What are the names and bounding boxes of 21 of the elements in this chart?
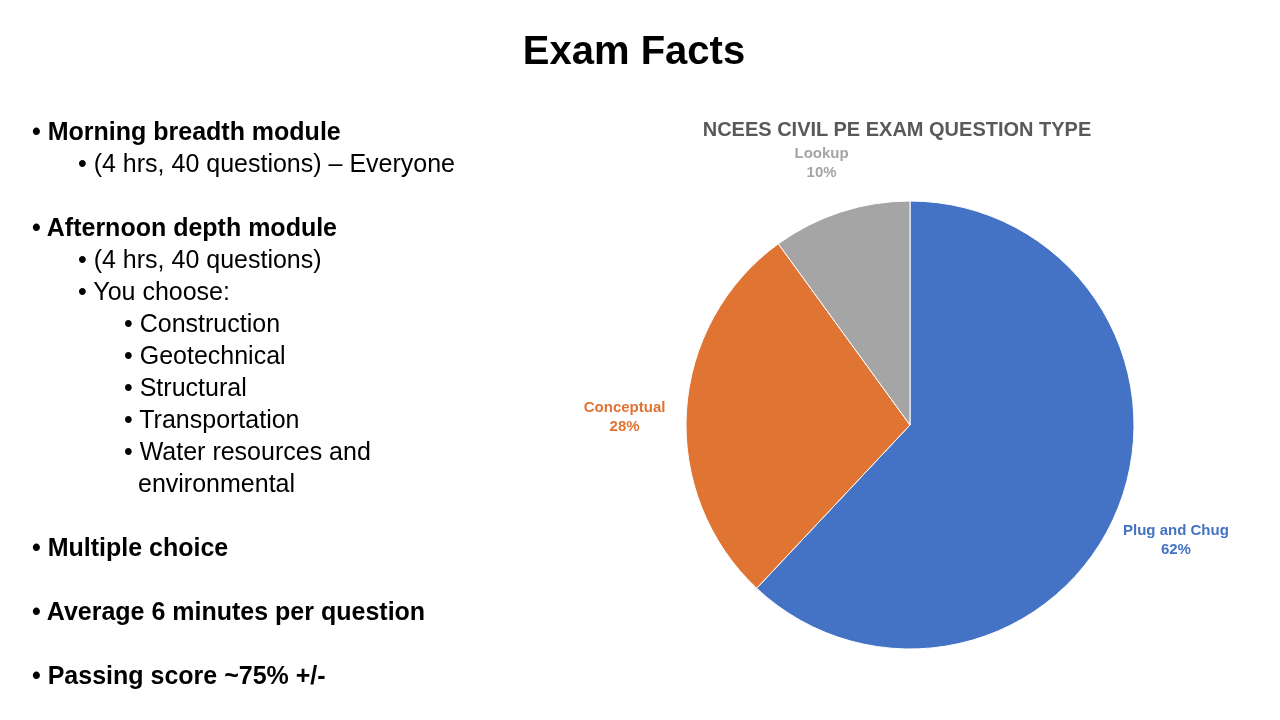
text: • Structural	[124, 373, 247, 401]
chart-subtitle: NCEES CIVIL PE EXAM QUESTION TYPE	[702, 118, 1092, 140]
text: • Construction	[124, 309, 281, 337]
text: • Afternoon depth module	[32, 213, 338, 241]
text: • Geotechnical	[124, 341, 286, 369]
text: • (4 hrs, 40 questions)	[78, 245, 322, 273]
text: • You choose:	[78, 277, 230, 305]
slice-label: Lookup	[794, 144, 849, 161]
text: • Passing score ~75% +/-	[32, 661, 326, 689]
chart-title: Exam Facts	[522, 28, 746, 72]
slice-label: Plug and Chug	[1123, 521, 1229, 539]
text: • Average 6 minutes per question	[32, 597, 426, 625]
data-label: 10%	[806, 163, 837, 180]
slice-label: Conceptual	[583, 398, 666, 416]
text: • Transportation	[124, 405, 300, 433]
text: • (4 hrs, 40 questions) – Everyone	[78, 149, 456, 177]
text: • Multiple choice	[32, 533, 229, 561]
data-label: 62%	[1160, 540, 1191, 558]
text: • Morning breadth module	[32, 117, 341, 145]
data-label: 28%	[609, 417, 640, 435]
text: • Water resources and environmental	[124, 437, 371, 497]
